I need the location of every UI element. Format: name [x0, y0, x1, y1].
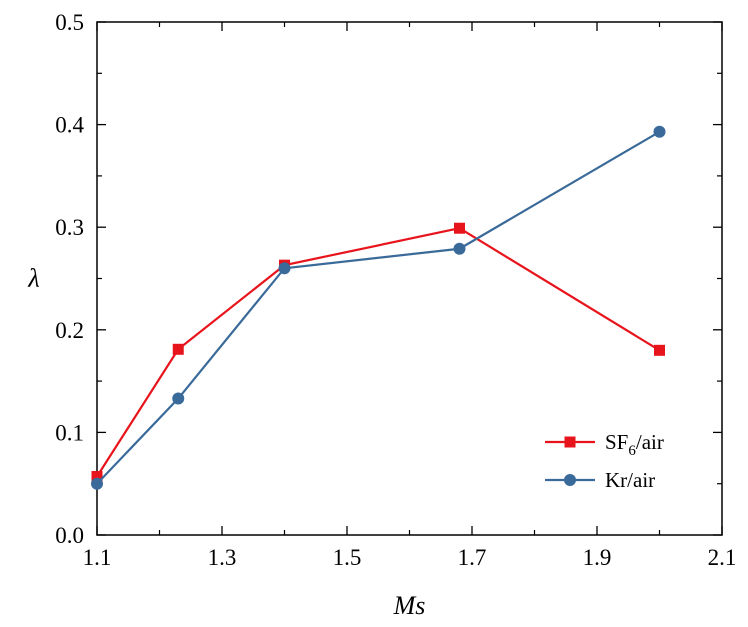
series-line [96, 130, 661, 485]
x-tick-label: 1.9 [583, 545, 612, 570]
legend-item: Kr/air [545, 468, 655, 492]
x-tick-label: 1.1 [83, 545, 112, 570]
legend-marker [564, 474, 576, 486]
legend: SF6/air Kr/air [545, 430, 664, 492]
ticks: 1.1 1.3 1.5 1.7 1.9 2.1 0.0 0.1 0.2 0.3 0.4 0.5 [55, 10, 736, 570]
y-tick-label: 0.1 [55, 420, 84, 445]
legend-label: SF6/air [605, 430, 664, 459]
x-axis-title: Ms [393, 591, 426, 620]
data-point [278, 262, 291, 275]
data-point [454, 222, 465, 234]
series-layer [91, 125, 666, 490]
data-point [654, 344, 665, 356]
data-point [172, 343, 184, 355]
data-point [91, 477, 103, 490]
data-point [653, 125, 666, 138]
y-axis-title: λ [27, 264, 39, 293]
y-tick-label: 0.5 [55, 10, 84, 35]
legend-item: SF6/air [545, 430, 664, 459]
x-tick-label: 2.1 [708, 545, 737, 570]
series-0 [91, 222, 665, 483]
series-1 [91, 125, 666, 490]
data-point [453, 242, 466, 255]
x-tick-label: 1.5 [333, 545, 362, 570]
y-tick-label: 0.0 [55, 523, 84, 548]
data-point [172, 392, 185, 405]
x-tick-label: 1.7 [458, 545, 487, 570]
data-point [91, 471, 103, 483]
y-tick-label: 0.3 [55, 215, 84, 240]
legend-marker [564, 436, 576, 448]
legend-label: Kr/air [605, 468, 655, 492]
y-tick-label: 0.2 [55, 318, 84, 343]
y-tick-label: 0.4 [55, 113, 84, 138]
x-tick-label: 1.3 [208, 545, 237, 570]
